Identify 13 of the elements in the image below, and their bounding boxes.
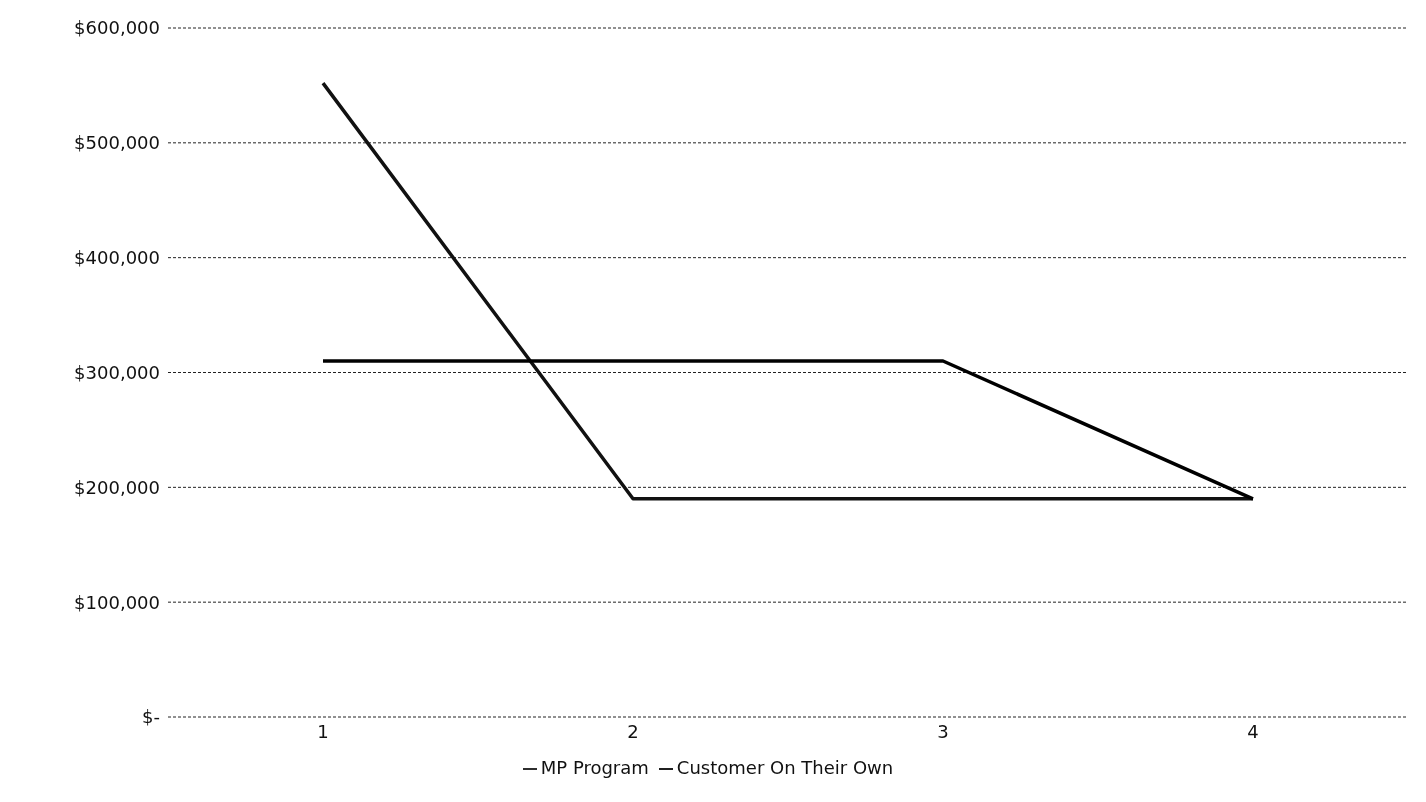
y-tick-label: $400,000	[74, 247, 160, 269]
y-tick-label: $600,000	[74, 17, 160, 39]
x-tick-label: 3	[937, 720, 949, 742]
legend-label: MP Program	[540, 757, 649, 778]
y-tick-label: $-	[142, 706, 160, 728]
y-tick-label: $500,000	[74, 132, 160, 154]
x-tick-label: 2	[627, 720, 639, 742]
y-tick-label: $300,000	[74, 361, 160, 383]
x-tick-label: 1	[317, 720, 329, 742]
legend-label: Customer On Their Own	[676, 757, 894, 778]
y-tick-label: $200,000	[74, 476, 160, 498]
y-tick-label: $100,000	[74, 591, 160, 613]
x-tick-label: 4	[1247, 720, 1259, 742]
